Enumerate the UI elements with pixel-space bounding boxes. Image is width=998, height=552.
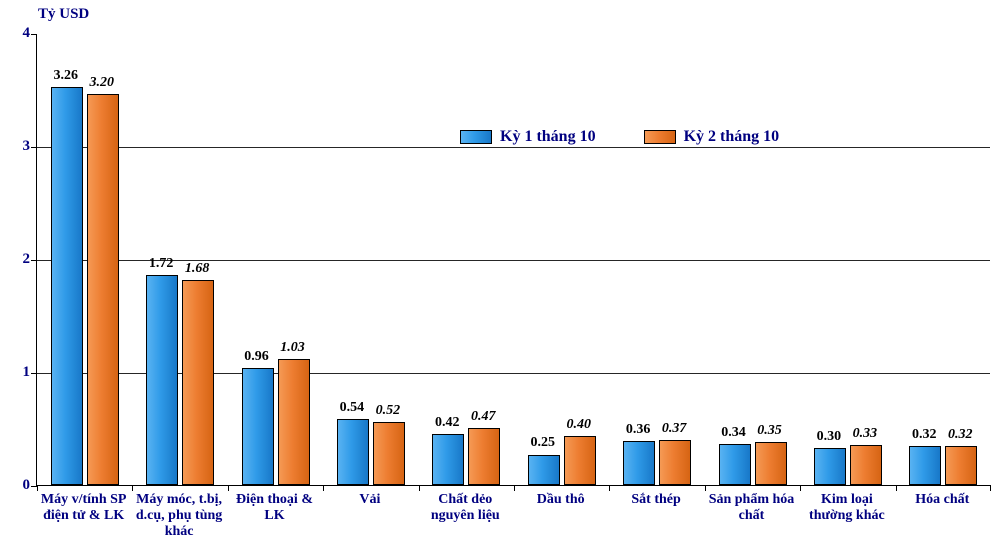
x-category-label: Chất dẻo nguyên liệu — [420, 492, 511, 524]
y-tick-mark — [31, 147, 37, 148]
bar-value-label-s1: 1.72 — [149, 256, 174, 272]
bar-series-2 — [659, 440, 691, 485]
bar-series-1 — [337, 419, 369, 485]
bar-series-1 — [623, 441, 655, 485]
bar-series-1 — [528, 455, 560, 486]
bar-series-2 — [945, 446, 977, 485]
y-tick-mark — [31, 260, 37, 261]
y-tick-label: 4 — [8, 25, 30, 42]
bar-value-label-s1: 0.36 — [626, 422, 651, 438]
bar-series-2 — [468, 428, 500, 485]
x-category-label: Sản phẩm hóa chất — [706, 492, 797, 524]
bar-value-label-s1: 3.26 — [53, 68, 78, 84]
bar-series-1 — [719, 444, 751, 485]
bar-value-label-s2: 0.40 — [566, 417, 591, 433]
gridline — [37, 147, 990, 148]
bar-series-1 — [814, 448, 846, 485]
x-category-label: Sắt thép — [610, 492, 701, 508]
y-tick-mark — [31, 373, 37, 374]
legend-label: Kỳ 2 tháng 10 — [684, 128, 780, 146]
bar-series-1 — [242, 368, 274, 485]
x-tick-mark — [800, 485, 801, 491]
bar-value-label-s1: 0.34 — [721, 425, 746, 441]
bar-series-2 — [850, 445, 882, 485]
bar-value-label-s2: 0.32 — [948, 427, 973, 443]
x-category-label: Dầu thô — [515, 492, 606, 508]
bar-series-2 — [755, 442, 787, 485]
bar-value-label-s2: 0.35 — [757, 423, 782, 439]
x-tick-mark — [514, 485, 515, 491]
bar-value-label-s2: 0.33 — [853, 426, 878, 442]
bar-value-label-s2: 0.47 — [471, 409, 496, 425]
y-tick-label: 3 — [8, 138, 30, 155]
bar-value-label-s1: 0.42 — [435, 415, 460, 431]
legend-item: Kỳ 1 tháng 10 — [460, 128, 596, 146]
y-tick-label: 0 — [8, 477, 30, 494]
x-tick-mark — [323, 485, 324, 491]
legend-label: Kỳ 1 tháng 10 — [500, 128, 596, 146]
bar-series-1 — [909, 446, 941, 485]
x-category-label: Vải — [324, 492, 415, 508]
bar-series-2 — [373, 422, 405, 485]
x-tick-mark — [896, 485, 897, 491]
x-category-label: Máy v/tính SP điện tử & LK — [38, 492, 129, 524]
x-category-label: Máy móc, t.bị, d.cụ, phụ tùng khác — [133, 492, 224, 540]
x-tick-mark — [132, 485, 133, 491]
bar-series-2 — [278, 359, 310, 485]
bar-series-2 — [182, 280, 214, 485]
bar-value-label-s2: 0.52 — [376, 403, 401, 419]
x-category-label: Kim loại thường khác — [801, 492, 892, 524]
y-axis-title: Tỷ USD — [38, 6, 89, 23]
gridline — [37, 260, 990, 261]
legend-swatch — [460, 130, 492, 144]
bar-value-label-s2: 1.03 — [280, 340, 305, 356]
bar-value-label-s1: 0.54 — [340, 400, 365, 416]
x-tick-mark — [705, 485, 706, 491]
bar-series-1 — [146, 275, 178, 485]
bar-series-1 — [432, 434, 464, 485]
x-tick-mark — [228, 485, 229, 491]
bar-value-label-s1: 0.25 — [530, 435, 555, 451]
bar-series-2 — [564, 436, 596, 485]
bar-series-1 — [51, 87, 83, 485]
plot-area — [36, 34, 990, 486]
legend-swatch — [644, 130, 676, 144]
x-tick-mark — [609, 485, 610, 491]
bar-value-label-s1: 0.96 — [244, 349, 269, 365]
y-tick-label: 2 — [8, 251, 30, 268]
bar-value-label-s1: 0.32 — [912, 427, 937, 443]
legend-item: Kỳ 2 tháng 10 — [644, 128, 780, 146]
x-tick-mark — [419, 485, 420, 491]
x-tick-mark — [990, 485, 991, 491]
gridline — [37, 373, 990, 374]
x-category-label: Điện thoại & LK — [229, 492, 320, 524]
bar-value-label-s1: 0.30 — [817, 429, 842, 445]
x-tick-mark — [37, 485, 38, 491]
y-tick-mark — [31, 34, 37, 35]
bar-value-label-s2: 1.68 — [185, 261, 210, 277]
legend: Kỳ 1 tháng 10 Kỳ 2 tháng 10 — [460, 128, 779, 146]
x-category-label: Hóa chất — [897, 492, 988, 508]
bar-value-label-s2: 3.20 — [89, 75, 114, 91]
bar-chart: Tỷ USD Kỳ 1 tháng 10 Kỳ 2 tháng 10 0 1 2 3 4 3… — [0, 0, 998, 552]
y-tick-label: 1 — [8, 364, 30, 381]
bar-value-label-s2: 0.37 — [662, 421, 687, 437]
bar-series-2 — [87, 94, 119, 485]
